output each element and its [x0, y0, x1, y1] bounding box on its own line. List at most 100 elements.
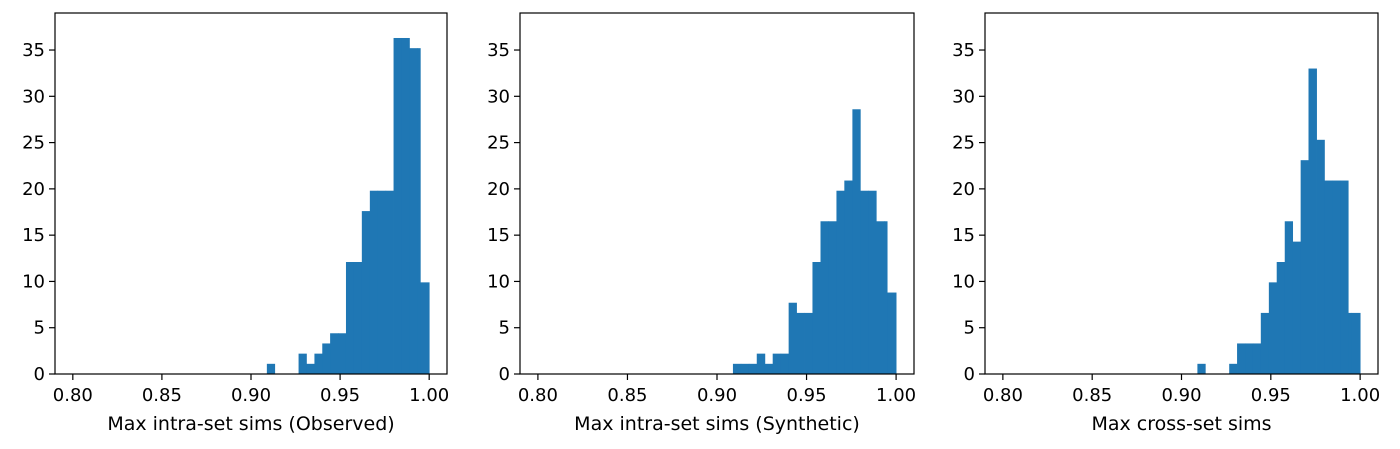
histogram-bar	[377, 190, 387, 374]
y-tick-label: 25	[487, 133, 510, 154]
histogram-bar	[369, 190, 379, 374]
histogram-bar	[409, 48, 418, 375]
histogram-bar	[1237, 343, 1246, 374]
histogram-bar	[1229, 363, 1238, 374]
histogram-bar	[764, 363, 774, 374]
histogram-bar	[860, 190, 869, 374]
histogram-bar	[1324, 180, 1333, 374]
histogram-bar	[844, 180, 853, 374]
x-tick-label: 0.85	[142, 385, 182, 406]
histogram-bar	[1245, 343, 1254, 374]
y-tick-label: 15	[487, 225, 510, 246]
histogram-bar	[868, 190, 877, 374]
x-axis-label: Max intra-set sims (Observed)	[107, 413, 394, 435]
y-tick-label: 25	[952, 133, 975, 154]
histogram-bar	[1260, 312, 1270, 374]
y-tick-label: 25	[22, 133, 45, 154]
histogram-bars	[266, 37, 430, 375]
histogram-bar	[1197, 363, 1206, 374]
histogram-bar	[345, 262, 355, 374]
histogram-bar	[828, 221, 837, 374]
x-tick-label: 0.95	[787, 385, 827, 406]
histogram-bar	[1276, 262, 1286, 374]
histogram-bar	[852, 109, 861, 375]
histogram-bar	[1268, 282, 1278, 374]
y-tick-label: 20	[487, 179, 510, 200]
histogram-bar	[820, 221, 829, 374]
histogram-bar	[780, 353, 790, 374]
y-tick-label: 30	[952, 86, 975, 107]
histogram-bar	[796, 312, 805, 374]
y-tick-label: 5	[964, 318, 975, 339]
histogram-bar	[361, 211, 371, 374]
y-tick-label: 0	[499, 364, 510, 385]
x-tick-label: 1.00	[876, 385, 916, 406]
x-tick-label: 0.80	[983, 385, 1023, 406]
histogram-bar	[417, 48, 421, 375]
histogram-bar	[1284, 221, 1294, 374]
histogram-panel-observed: 0.80 0.85 0.90 0.95 1.00 0 5 10 15 20 25 30 35 Max …	[22, 12, 449, 435]
histogram-bar	[322, 343, 331, 374]
histogram-bar	[876, 221, 885, 374]
histogram-bar	[401, 37, 410, 375]
y-tick-label: 20	[952, 179, 975, 200]
y-tick-label: 30	[487, 86, 510, 107]
histogram-bar	[266, 363, 276, 374]
histogram-bar	[732, 363, 742, 374]
x-ticks: 0.80 0.85 0.90 0.95 1.00	[518, 374, 916, 406]
histogram-bar	[1316, 139, 1325, 374]
histogram-panel-synthetic: 0.80 0.85 0.90 0.95 1.00 0 5 10 15 20 25 30 35 Max …	[487, 12, 916, 435]
y-tick-label: 10	[487, 271, 510, 292]
y-tick-label: 5	[34, 318, 45, 339]
histogram-bar	[353, 262, 363, 374]
histogram-bar	[748, 363, 758, 374]
histogram-bar	[1308, 68, 1317, 374]
histogram-bar	[836, 190, 845, 374]
histogram-bar	[1348, 312, 1352, 374]
histogram-bar	[788, 302, 797, 374]
histogram-panel-cross-set: 0.80 0.85 0.90 0.95 1.00 0 5 10 15 20 25 30 35 Max …	[952, 12, 1380, 435]
histogram-bar	[1292, 241, 1302, 374]
histogram-bars	[732, 109, 897, 375]
histogram-bar	[420, 282, 430, 374]
y-tick-label: 0	[964, 364, 975, 385]
y-ticks: 0 5 10 15 20 25 30 35	[487, 40, 520, 385]
histogram-bar	[1252, 343, 1262, 374]
histogram-bar	[804, 312, 813, 374]
histogram-bar	[306, 363, 315, 374]
x-tick-label: 0.90	[1161, 385, 1201, 406]
y-tick-label: 15	[22, 225, 45, 246]
x-tick-label: 0.90	[697, 385, 737, 406]
histogram-bar	[393, 37, 402, 375]
histogram-bar	[1351, 312, 1361, 374]
x-tick-label: 1.00	[1340, 385, 1380, 406]
x-tick-label: 0.85	[607, 385, 647, 406]
x-tick-label: 0.80	[518, 385, 558, 406]
histogram-bar	[884, 221, 888, 374]
y-tick-label: 30	[22, 86, 45, 107]
y-tick-label: 35	[22, 40, 45, 61]
histogram-bars	[1197, 68, 1361, 374]
y-tick-label: 35	[952, 40, 975, 61]
y-tick-label: 10	[952, 271, 975, 292]
histogram-bar	[298, 353, 307, 374]
x-axis-label: Max intra-set sims (Synthetic)	[574, 413, 860, 435]
histogram-bar	[338, 333, 347, 374]
y-tick-label: 35	[487, 40, 510, 61]
y-ticks: 0 5 10 15 20 25 30 35	[22, 40, 55, 385]
x-tick-label: 0.80	[53, 385, 93, 406]
x-ticks: 0.80 0.85 0.90 0.95 1.00	[53, 374, 449, 406]
x-axis-label: Max cross-set sims	[1091, 413, 1271, 435]
histogram-bar	[1340, 180, 1349, 374]
histogram-bar	[330, 333, 339, 374]
y-tick-label: 20	[22, 179, 45, 200]
y-ticks: 0 5 10 15 20 25 30 35	[952, 40, 985, 385]
y-tick-label: 0	[34, 364, 45, 385]
y-tick-label: 10	[22, 271, 45, 292]
histogram-bar	[772, 353, 782, 374]
histogram-bar	[887, 292, 897, 374]
x-tick-label: 1.00	[409, 385, 449, 406]
x-tick-label: 0.95	[320, 385, 360, 406]
y-tick-label: 15	[952, 225, 975, 246]
